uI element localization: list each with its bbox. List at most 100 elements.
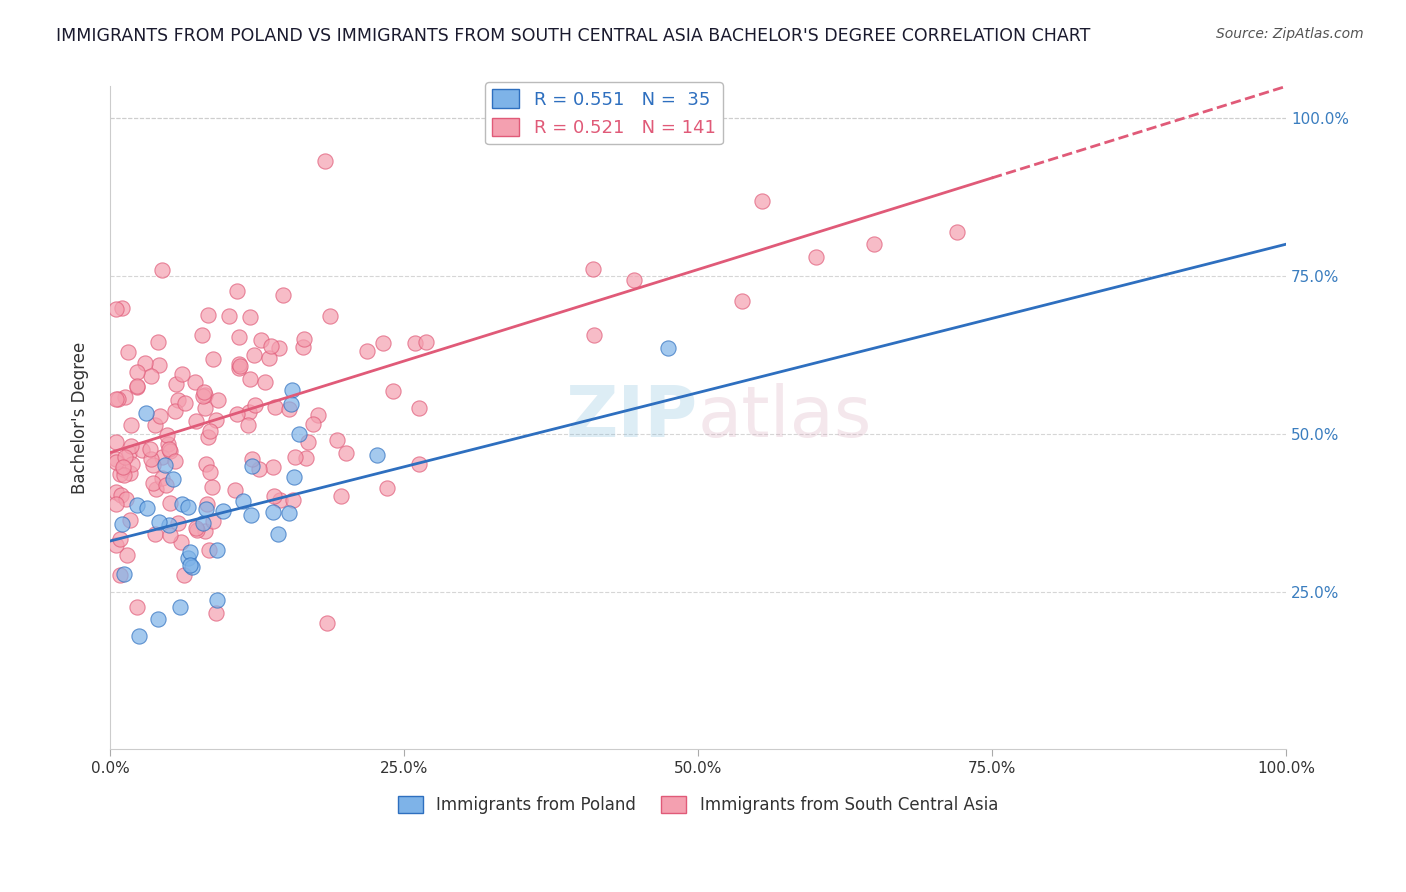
Point xyxy=(155,478,177,492)
Point xyxy=(240,452,263,467)
Point xyxy=(153,458,176,472)
Point xyxy=(127,379,149,393)
Point xyxy=(146,612,169,626)
Point xyxy=(148,358,170,372)
Point xyxy=(145,482,167,496)
Point xyxy=(278,506,301,520)
Point xyxy=(127,380,149,394)
Point xyxy=(110,488,132,502)
Point xyxy=(186,413,208,427)
Point xyxy=(863,237,886,252)
Point xyxy=(239,372,262,386)
Point xyxy=(162,472,184,486)
Point xyxy=(104,452,127,467)
Point xyxy=(193,389,215,403)
Point xyxy=(112,462,135,476)
Point xyxy=(335,446,357,460)
Point xyxy=(177,500,200,514)
Point xyxy=(169,600,191,615)
Point xyxy=(183,376,205,390)
Point xyxy=(253,376,276,390)
Point xyxy=(159,443,181,458)
Point xyxy=(375,481,398,495)
Point xyxy=(139,442,162,457)
Point xyxy=(104,392,127,406)
Point xyxy=(156,427,179,442)
Point xyxy=(229,359,252,373)
Point xyxy=(176,551,198,566)
Point xyxy=(173,568,195,582)
Point xyxy=(292,333,315,347)
Point xyxy=(112,468,135,483)
Point xyxy=(297,434,319,449)
Point xyxy=(148,409,170,423)
Point xyxy=(118,446,141,460)
Point xyxy=(283,470,305,484)
Point xyxy=(205,607,228,621)
Point xyxy=(142,458,165,472)
Point xyxy=(582,262,605,277)
Y-axis label: Bachelor's Degree: Bachelor's Degree xyxy=(72,342,89,494)
Point xyxy=(169,534,191,549)
Point xyxy=(260,339,283,353)
Point xyxy=(281,384,304,398)
Point xyxy=(135,405,157,419)
Point xyxy=(121,458,143,472)
Point xyxy=(110,301,132,315)
Point xyxy=(408,457,430,471)
Point xyxy=(143,526,166,541)
Point xyxy=(159,527,181,541)
Point xyxy=(408,401,430,416)
Point xyxy=(239,508,262,523)
Point xyxy=(131,442,153,457)
Point xyxy=(191,516,214,531)
Point xyxy=(120,513,142,527)
Point xyxy=(404,335,426,350)
Point xyxy=(180,560,202,574)
Point xyxy=(242,348,264,362)
Point xyxy=(115,492,138,507)
Point xyxy=(165,377,187,392)
Point xyxy=(125,365,148,379)
Point xyxy=(104,301,127,316)
Text: ZIP: ZIP xyxy=(565,384,697,452)
Point xyxy=(415,334,437,349)
Point xyxy=(104,455,127,469)
Point xyxy=(107,392,129,406)
Point xyxy=(325,433,347,447)
Point xyxy=(114,390,136,404)
Point xyxy=(228,330,250,344)
Point xyxy=(150,450,173,464)
Point xyxy=(262,460,284,475)
Point xyxy=(232,494,254,508)
Point xyxy=(157,442,180,457)
Point xyxy=(623,273,645,287)
Point xyxy=(657,341,679,355)
Point xyxy=(167,516,190,531)
Point xyxy=(194,388,217,402)
Point xyxy=(127,498,149,512)
Point xyxy=(115,548,138,562)
Point xyxy=(205,543,228,558)
Point xyxy=(238,405,260,419)
Point xyxy=(292,340,315,354)
Text: IMMIGRANTS FROM POLAND VS IMMIGRANTS FROM SOUTH CENTRAL ASIA BACHELOR'S DEGREE C: IMMIGRANTS FROM POLAND VS IMMIGRANTS FRO… xyxy=(56,27,1091,45)
Point xyxy=(200,424,222,438)
Point xyxy=(201,514,224,528)
Point xyxy=(179,544,201,558)
Point xyxy=(314,154,336,169)
Point xyxy=(163,404,186,418)
Point xyxy=(148,334,170,349)
Point xyxy=(284,450,307,464)
Point xyxy=(201,351,224,366)
Point xyxy=(228,357,250,371)
Point xyxy=(356,343,378,358)
Point xyxy=(112,567,135,582)
Point xyxy=(243,398,266,412)
Point xyxy=(104,485,127,500)
Point xyxy=(108,567,131,582)
Point xyxy=(751,194,773,208)
Point xyxy=(118,467,141,481)
Point xyxy=(262,505,284,519)
Point xyxy=(226,284,249,298)
